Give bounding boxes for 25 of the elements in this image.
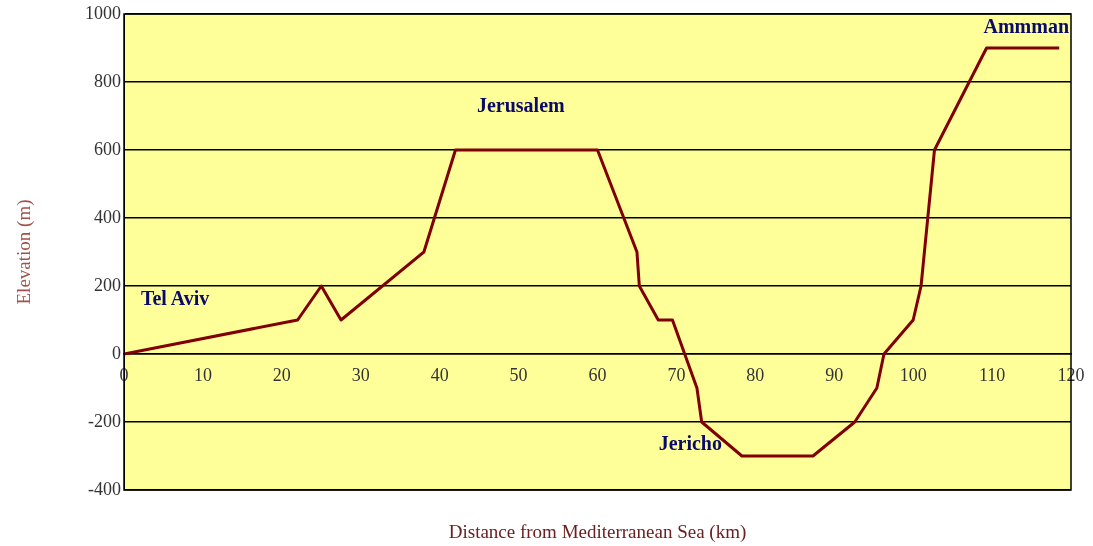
annotation: Ammman [983,15,1069,38]
x-tick-label: 100 [899,364,927,385]
y-tick-label: -400 [88,478,121,499]
y-tick-label: 0 [112,342,121,363]
x-tick-label: 20 [272,364,291,385]
annotation: Tel Aviv [140,286,210,309]
x-tick-label: 60 [588,364,607,385]
x-axis-title: Distance from Mediterranean Sea (km) [448,521,747,543]
x-tick-label: 50 [509,364,528,385]
y-tick-label: 200 [94,274,121,295]
x-tick-label: 80 [746,364,765,385]
y-tick-label: 400 [94,206,121,227]
x-tick-label: 90 [825,364,844,385]
x-tick-label: 110 [978,364,1006,385]
y-tick-label: 1000 [85,2,121,23]
y-tick-label: 800 [94,70,121,91]
x-tick-label: 10 [193,364,212,385]
x-tick-label: 70 [667,364,686,385]
x-tick-label: 40 [430,364,449,385]
y-tick-label: -200 [88,410,121,431]
annotation: Jerusalem [476,93,565,116]
annotation: Jericho [658,431,722,454]
x-tick-label: 30 [351,364,370,385]
y-tick-label: 600 [94,138,121,159]
y-axis-title: Elevation (m) [13,199,36,305]
